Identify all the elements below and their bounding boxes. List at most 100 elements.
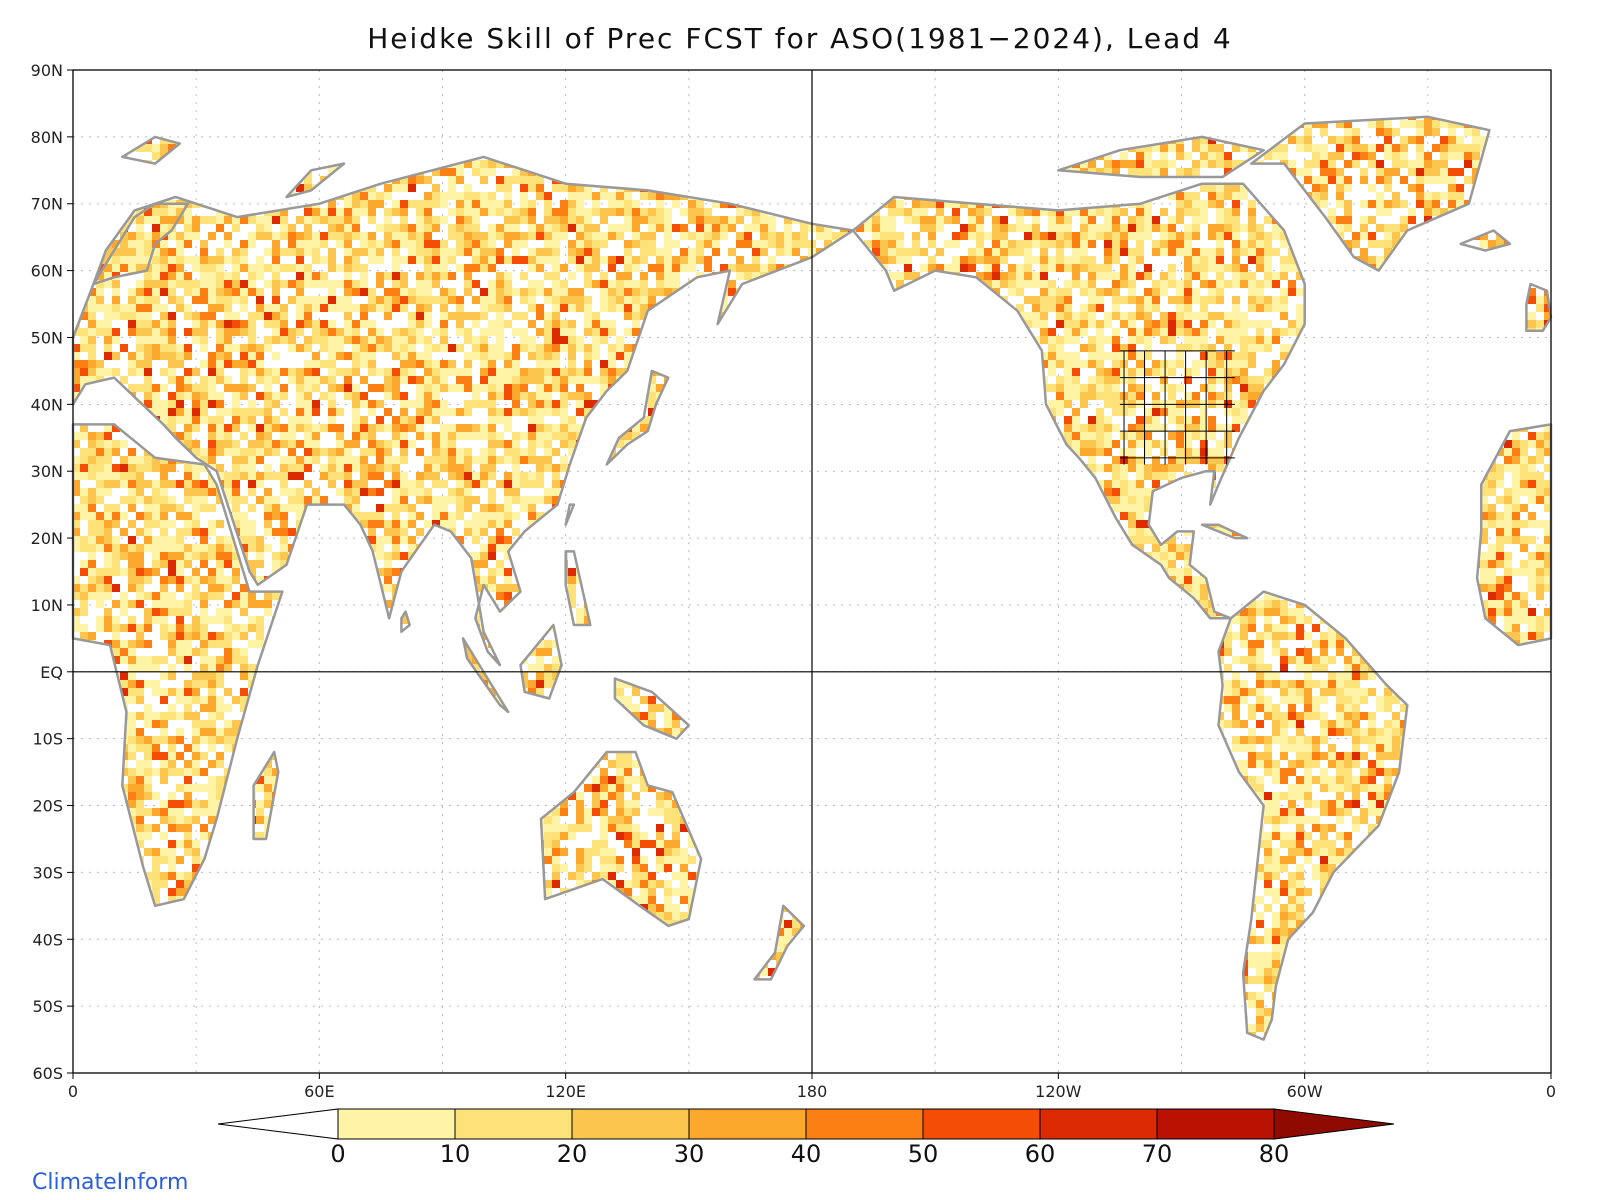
skill-cell	[440, 296, 448, 304]
skill-cell	[392, 240, 400, 248]
skill-cell	[280, 664, 288, 666]
skill-cell	[256, 560, 264, 568]
skill-cell	[664, 320, 672, 328]
skill-cell	[432, 200, 440, 208]
skill-cell	[840, 304, 848, 312]
skill-cell	[784, 240, 792, 248]
skill-cell	[456, 608, 464, 616]
skill-cell	[376, 200, 384, 208]
skill-cell	[424, 304, 432, 312]
skill-cell	[656, 496, 664, 504]
skill-cell	[104, 208, 112, 216]
skill-cell	[320, 216, 328, 224]
skill-cell	[416, 200, 424, 208]
skill-cell	[432, 264, 440, 272]
skill-cell	[768, 544, 776, 552]
skill-cell	[728, 192, 736, 200]
skill-cell	[568, 368, 576, 376]
skill-cell	[648, 344, 656, 352]
skill-cell	[280, 216, 288, 224]
skill-cell	[728, 448, 736, 456]
skill-cell	[80, 752, 88, 760]
skill-cell	[88, 352, 96, 360]
skill-cell	[376, 440, 384, 448]
skill-cell	[840, 160, 848, 168]
skill-cell	[528, 456, 536, 464]
skill-cell	[800, 368, 808, 376]
skill-cell	[280, 480, 288, 488]
skill-cell	[296, 280, 304, 288]
skill-cell	[248, 384, 256, 392]
skill-cell	[728, 544, 736, 552]
skill-cell	[384, 312, 392, 320]
skill-cell	[280, 560, 288, 568]
skill-cell	[144, 168, 152, 176]
skill-cell	[93, 232, 96, 240]
skill-cell	[504, 504, 512, 512]
skill-cell	[848, 368, 854, 376]
skill-cell	[88, 416, 96, 424]
skill-cell	[88, 224, 96, 232]
skill-cell	[512, 156, 520, 160]
skill-cell	[640, 632, 648, 640]
skill-cell	[216, 360, 224, 368]
skill-cell	[384, 168, 392, 176]
skill-cell	[184, 440, 192, 448]
skill-cell	[392, 304, 400, 312]
skill-cell	[576, 648, 584, 656]
skill-cell	[152, 248, 160, 256]
skill-cell	[568, 448, 576, 456]
skill-cell	[312, 560, 320, 568]
skill-cell	[744, 648, 752, 656]
skill-cell	[696, 608, 704, 616]
skill-cell	[392, 336, 400, 344]
skill-cell	[824, 224, 832, 232]
skill-cell	[144, 280, 152, 288]
skill-cell	[528, 560, 536, 568]
skill-cell	[376, 416, 384, 424]
skill-cell	[520, 504, 528, 512]
skill-cell	[160, 304, 168, 312]
skill-cell	[208, 232, 216, 240]
skill-cell	[280, 648, 288, 656]
skill-cell	[592, 504, 600, 512]
skill-cell	[408, 224, 416, 232]
skill-cell	[616, 480, 624, 488]
skill-cell	[736, 264, 744, 272]
skill-cell	[320, 464, 328, 472]
skill-cell	[488, 424, 496, 432]
skill-cell	[256, 176, 264, 184]
skill-cell	[800, 496, 808, 504]
skill-cell	[656, 248, 664, 256]
skill-cell	[440, 592, 448, 600]
skill-cell	[720, 568, 728, 576]
skill-cell	[88, 320, 96, 328]
skill-cell	[400, 528, 408, 536]
skill-cell	[336, 536, 344, 544]
skill-cell	[696, 232, 704, 240]
skill-cell	[560, 216, 568, 224]
skill-cell	[400, 536, 408, 544]
skill-cell	[152, 344, 160, 352]
skill-cell	[328, 408, 336, 416]
skill-cell	[248, 656, 256, 664]
skill-cell	[168, 472, 176, 480]
skill-cell	[744, 408, 752, 416]
skill-cell	[384, 632, 392, 640]
skill-cell	[352, 384, 360, 392]
skill-cell	[672, 496, 680, 504]
skill-cell	[392, 296, 400, 304]
skill-cell	[488, 448, 496, 456]
skill-cell	[240, 156, 248, 160]
skill-cell	[352, 336, 360, 344]
skill-cell	[80, 216, 88, 224]
skill-cell	[472, 232, 480, 240]
skill-cell	[320, 496, 328, 504]
skill-cell	[576, 368, 584, 376]
skill-cell	[488, 536, 496, 544]
skill-cell	[592, 632, 600, 640]
skill-cell	[296, 576, 304, 584]
skill-cell	[160, 208, 168, 216]
skill-cell	[440, 616, 448, 624]
skill-cell	[200, 248, 208, 256]
